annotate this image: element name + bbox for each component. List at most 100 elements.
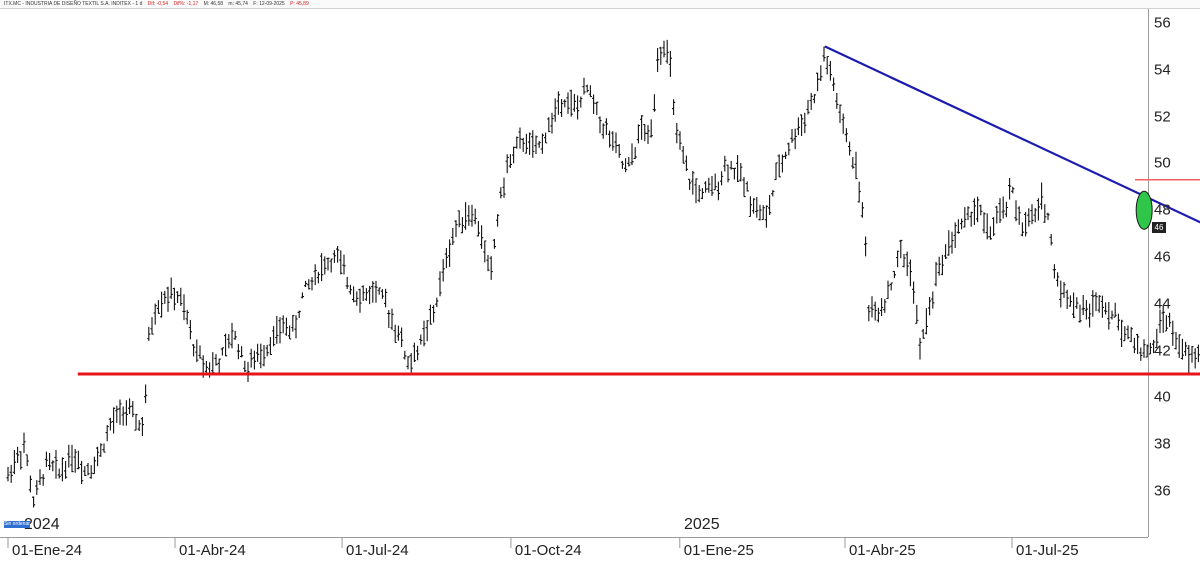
price-bar	[825, 56, 829, 75]
x-tick-label: 01-Ene-25	[683, 542, 754, 559]
price-bar	[265, 344, 269, 357]
price-bar	[185, 309, 189, 325]
price-bar	[457, 210, 461, 228]
price-bar	[1011, 186, 1015, 194]
price-bar	[422, 320, 426, 347]
price-bar	[19, 451, 23, 470]
price-bar	[985, 213, 989, 240]
price-bar	[1049, 233, 1053, 246]
price-bar	[272, 326, 276, 347]
price-bar	[403, 350, 407, 360]
price-bar	[966, 206, 970, 220]
price-bar	[944, 244, 948, 259]
price-bar	[684, 155, 688, 172]
price-bar	[441, 259, 445, 282]
price-bar	[76, 450, 80, 470]
price-bar	[889, 282, 893, 291]
price-bar	[268, 337, 272, 356]
price-bar	[464, 202, 468, 230]
price-bar	[156, 300, 160, 314]
price-bar	[291, 314, 295, 332]
price-bar	[873, 301, 877, 321]
price-bar	[1142, 339, 1146, 358]
price-bar	[1187, 344, 1191, 374]
price-bar	[1145, 344, 1149, 358]
price-bar	[304, 280, 308, 288]
price-bar	[412, 342, 416, 362]
price-bar	[1068, 295, 1072, 307]
price-bar	[416, 345, 420, 361]
price-bar	[352, 286, 356, 303]
price-bar	[505, 154, 509, 174]
price-bar	[124, 400, 128, 426]
y-tick-label: 40	[1154, 388, 1171, 406]
x-tick-label: 01-Jul-24	[346, 542, 409, 559]
price-bar	[473, 208, 477, 225]
price-bar	[400, 327, 404, 347]
y-tick-label: 50	[1154, 154, 1171, 172]
price-bar	[566, 92, 570, 114]
y-tick-label: 52	[1154, 108, 1171, 126]
price-bar	[1097, 294, 1101, 313]
price-bar	[787, 142, 791, 156]
price-bar	[220, 347, 224, 356]
price-bar	[806, 99, 810, 115]
price-bar	[182, 294, 186, 321]
price-bar	[585, 84, 589, 93]
price-bar	[476, 220, 480, 237]
price-bar	[1174, 331, 1178, 350]
price-bar	[307, 279, 311, 290]
price-bar	[361, 285, 365, 301]
y-tick-label: 54	[1154, 61, 1171, 79]
price-bar	[348, 284, 352, 295]
price-bar	[707, 177, 711, 193]
price-bar	[409, 353, 413, 373]
x-tick-label: 01-Oct-24	[514, 542, 582, 559]
y-axis-panel[interactable]	[1148, 9, 1200, 537]
price-bar	[800, 114, 804, 136]
price-bar	[617, 143, 621, 158]
price-bar	[841, 113, 845, 134]
price-bar	[1094, 292, 1098, 312]
price-bar	[768, 194, 772, 215]
price-bar	[329, 258, 333, 273]
price-bar	[870, 296, 874, 318]
price-bar	[236, 343, 240, 360]
price-bars	[6, 39, 1200, 508]
price-bar	[147, 326, 151, 341]
price-bar	[60, 457, 64, 482]
x-tick-label: 01-Jul-25	[1016, 542, 1079, 559]
price-bar	[1020, 222, 1024, 237]
price-bar	[163, 290, 167, 304]
price-bar	[534, 135, 538, 155]
price-bar	[1104, 302, 1108, 315]
x-axis-panel[interactable]	[0, 537, 1148, 562]
price-bar	[531, 130, 535, 158]
y-tick-label: 44	[1154, 295, 1171, 313]
price-bar	[540, 133, 544, 154]
price-bar	[611, 131, 615, 151]
price-bar	[640, 115, 644, 140]
sort-badge[interactable]: Sin ordenar	[4, 521, 30, 528]
price-bar	[649, 119, 653, 138]
price-bar	[1155, 328, 1159, 349]
price-bar	[588, 85, 592, 98]
price-bar	[444, 247, 448, 269]
price-bar	[179, 287, 183, 306]
price-bar	[912, 281, 916, 304]
price-bar	[249, 348, 253, 368]
price-bar	[1180, 338, 1184, 360]
price-bar	[659, 46, 663, 65]
price-bar	[1177, 334, 1181, 358]
price-bar	[646, 125, 650, 145]
price-bar	[108, 417, 112, 431]
price-bar	[480, 225, 484, 249]
price-bar	[764, 205, 768, 228]
price-bar	[892, 270, 896, 279]
downtrend-line	[824, 45, 1200, 224]
price-bar	[1116, 313, 1120, 331]
y-tick-label: 46	[1154, 248, 1171, 266]
price-bar	[284, 317, 288, 336]
price-bar	[1164, 315, 1168, 332]
